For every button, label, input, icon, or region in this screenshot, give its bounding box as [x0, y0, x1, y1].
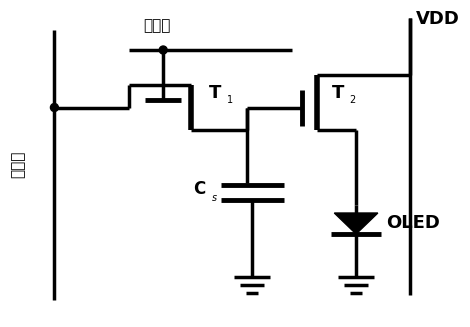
Text: VDD: VDD: [415, 10, 459, 28]
Circle shape: [159, 46, 167, 54]
Text: 数据线: 数据线: [10, 150, 25, 178]
Text: $_2$: $_2$: [349, 92, 357, 106]
Circle shape: [50, 104, 58, 112]
Polygon shape: [334, 213, 378, 234]
Text: $_1$: $_1$: [226, 92, 233, 106]
Text: OLED: OLED: [386, 215, 439, 232]
Text: $\mathbf{T}$: $\mathbf{T}$: [331, 84, 345, 102]
Text: $\mathbf{C}$: $\mathbf{C}$: [193, 180, 206, 198]
Text: $_s$: $_s$: [211, 190, 218, 203]
Text: 扫描线: 扫描线: [143, 18, 171, 33]
Text: $\mathbf{T}$: $\mathbf{T}$: [208, 84, 222, 102]
